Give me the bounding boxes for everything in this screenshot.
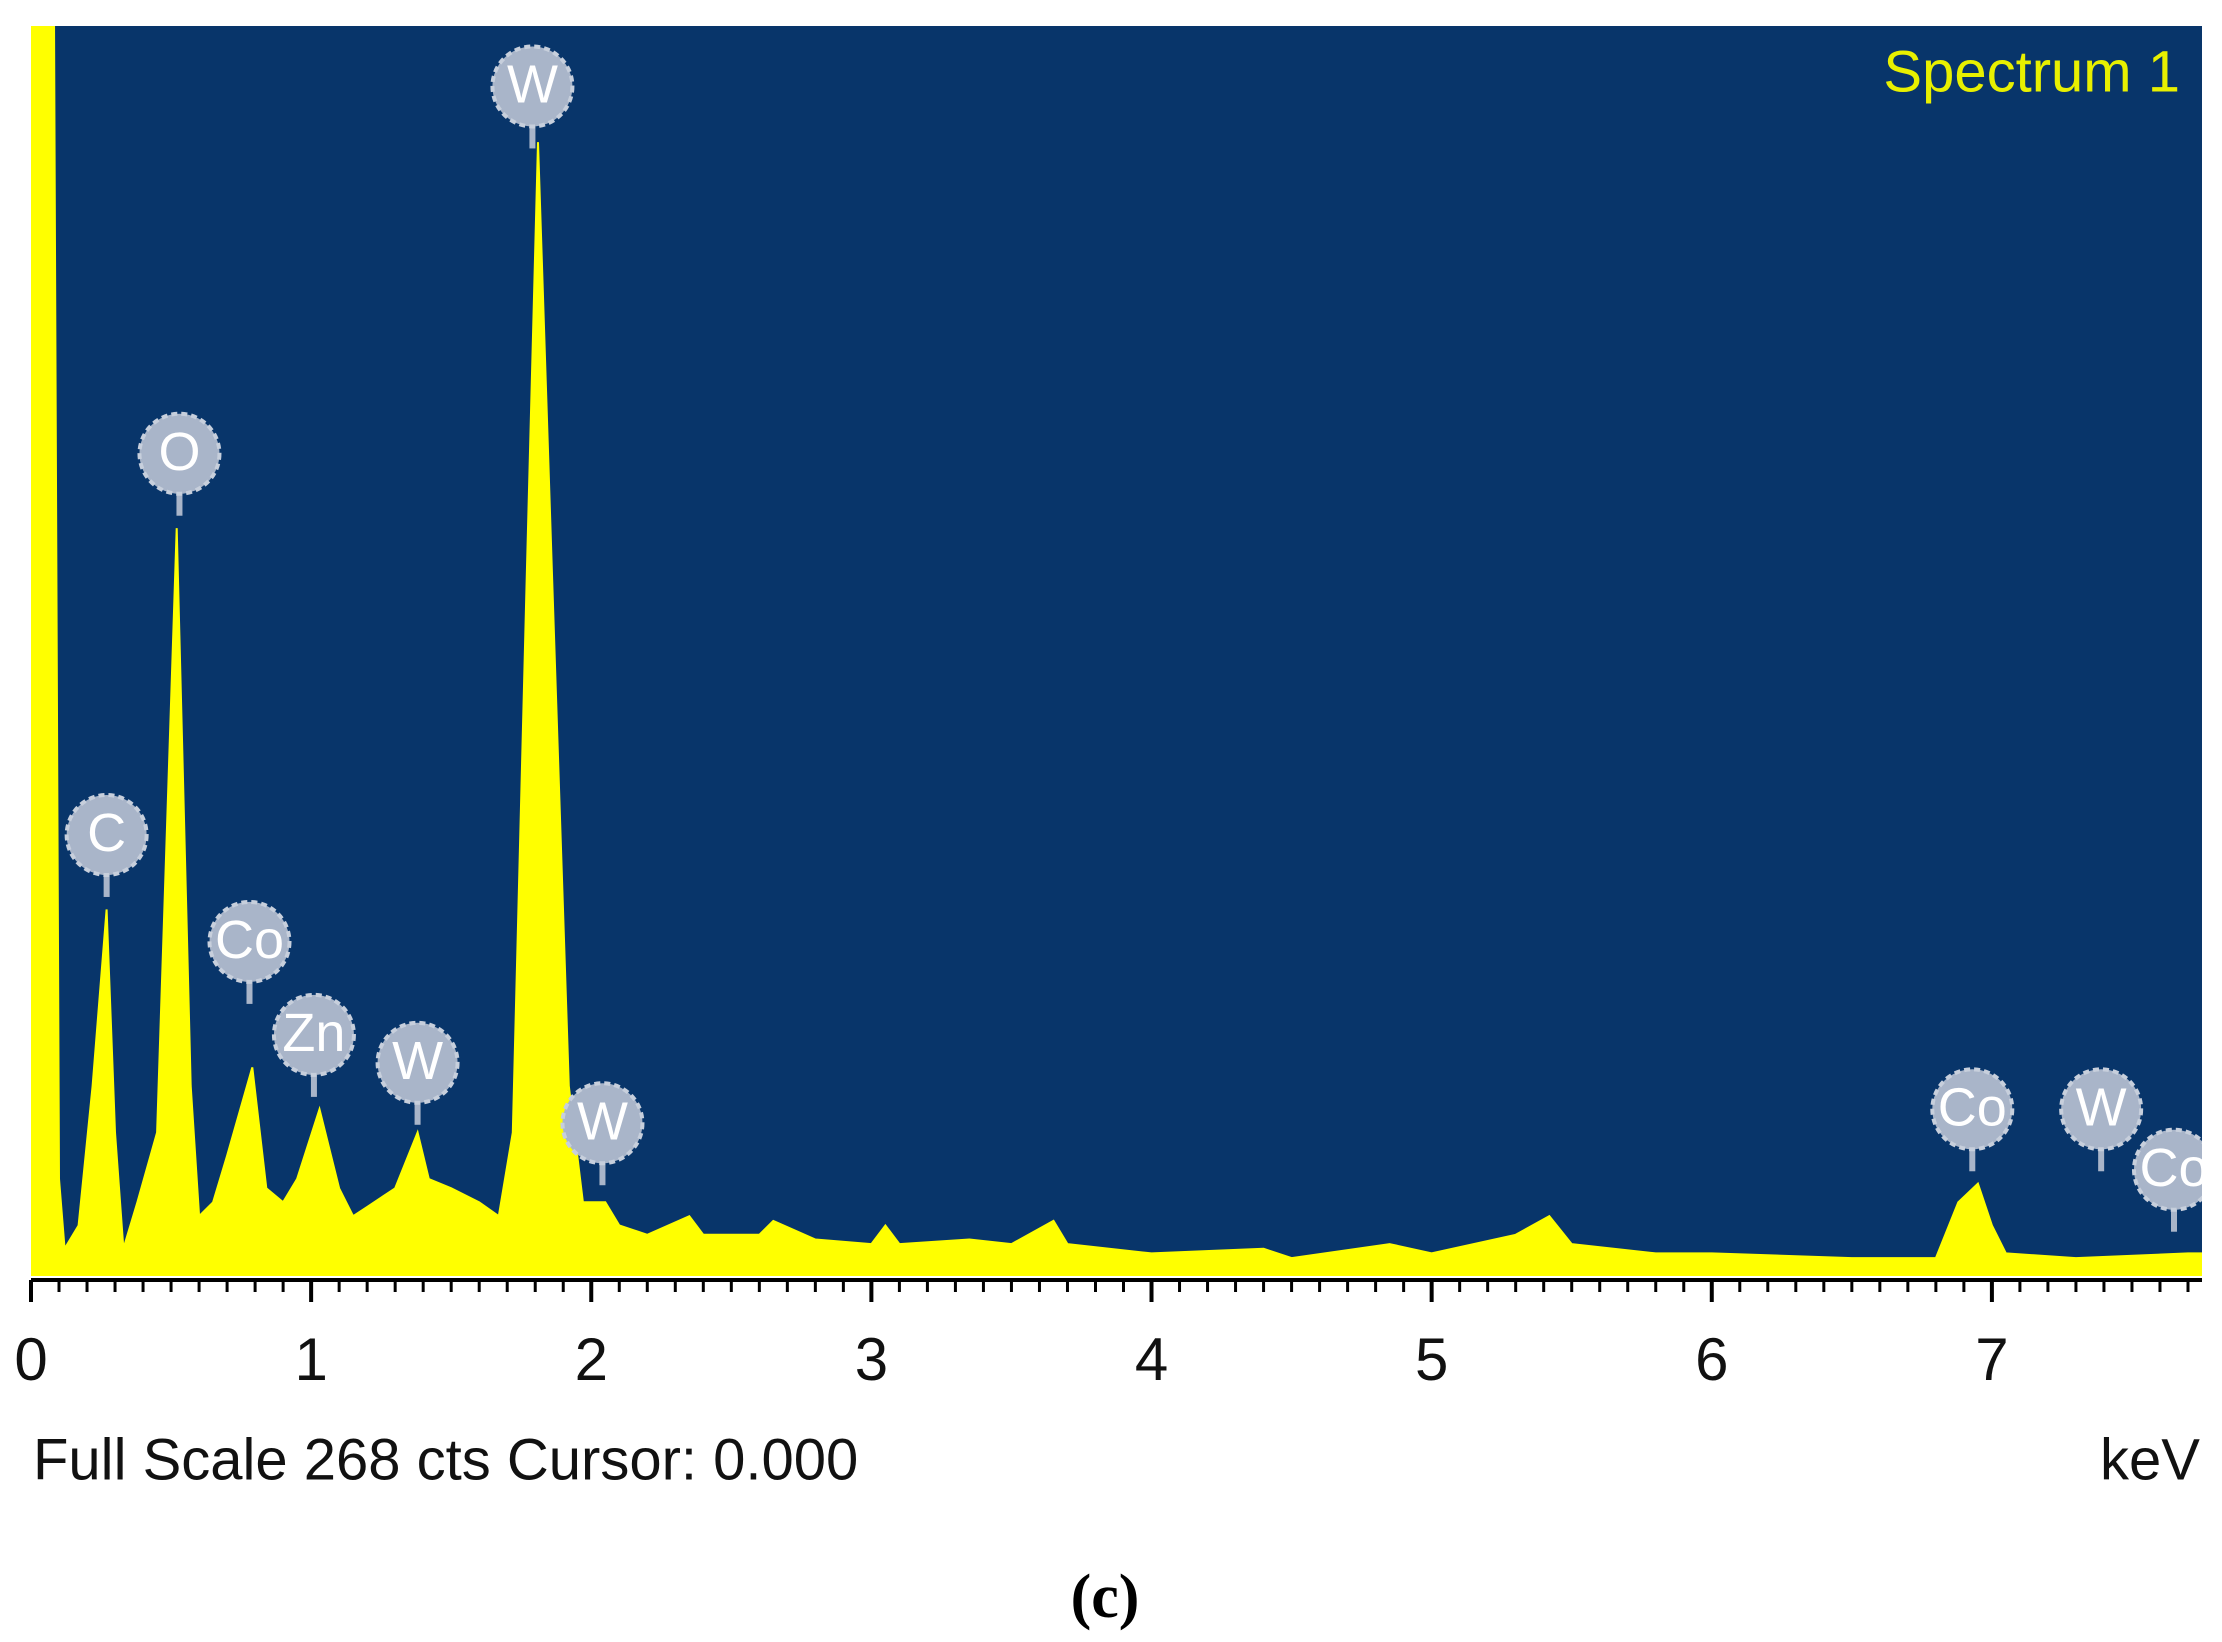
caption: (c): [1071, 1563, 1140, 1631]
peak-marker: Zn: [271, 992, 356, 1097]
peak-badge: [1930, 1067, 2015, 1152]
peak-marker: W: [375, 1020, 460, 1125]
x-tick-label: 1: [294, 1326, 327, 1393]
peak-label: C: [87, 803, 126, 863]
x-tick-label: 0: [14, 1326, 47, 1393]
peak-badge: [207, 899, 292, 984]
peak-marker: Co: [2131, 1127, 2208, 1232]
peak-badge: [490, 44, 575, 129]
peak-marker: Co: [207, 899, 292, 1004]
x-tick-label: 3: [855, 1326, 888, 1393]
peak-badge: [2131, 1127, 2202, 1212]
peak-badge: [137, 411, 222, 496]
peak-label: W: [577, 1091, 628, 1151]
peak-badge: [2059, 1067, 2144, 1152]
peak-marker: W: [490, 44, 575, 149]
peak-label: O: [158, 422, 200, 482]
spectrum-title: Spectrum 1: [1883, 39, 2180, 104]
peak-marker: C: [64, 792, 149, 897]
peak-label: Zn: [282, 1003, 345, 1063]
footer: Full Scale 268 cts Cursor: 0.000: [33, 1427, 858, 1492]
spectrum-area: [31, 26, 2202, 1276]
peak-label: W: [507, 55, 558, 115]
x-tick-label: 5: [1415, 1326, 1448, 1393]
peak-badge: [560, 1081, 645, 1166]
x-tick-label: 6: [1695, 1326, 1728, 1393]
peak-label: Co: [1938, 1078, 2007, 1138]
x-axis-label: keV: [2100, 1427, 2200, 1492]
peak-marker: Co: [1930, 1067, 2015, 1172]
peak-label: W: [2076, 1078, 2127, 1138]
peak-label: Co: [2139, 1138, 2208, 1198]
peak-badge: [271, 992, 356, 1077]
peak-marker: O: [137, 411, 222, 516]
x-tick-label: 7: [1975, 1326, 2008, 1393]
peak-marker: W: [560, 1081, 645, 1186]
plot-background: [31, 26, 2202, 1276]
x-tick-label: 2: [575, 1326, 608, 1393]
peak-marker: W: [2059, 1067, 2144, 1172]
peak-badge: [64, 792, 149, 877]
peak-label: Co: [215, 910, 284, 970]
x-tick-label: 4: [1135, 1326, 1168, 1393]
peak-label: W: [392, 1031, 443, 1091]
peak-badge: [375, 1020, 460, 1105]
